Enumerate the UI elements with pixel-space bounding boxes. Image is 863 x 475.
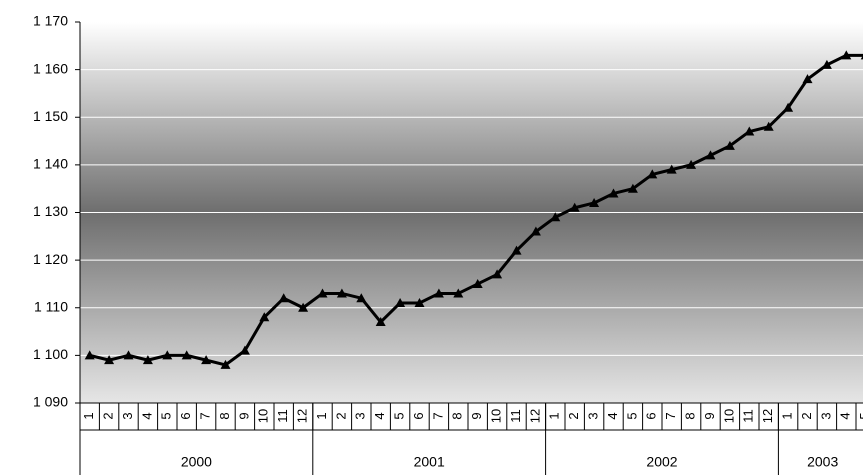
x-tick-label: 8 [217, 412, 232, 419]
x-tick-label: 3 [818, 412, 833, 419]
x-tick-label: 11 [741, 409, 756, 423]
y-tick-label: 1 130 [33, 203, 68, 219]
x-tick-label: 1 [81, 412, 96, 419]
x-tick-label: 5 [159, 412, 174, 419]
marker [395, 297, 406, 307]
x-tick-label: 8 [450, 412, 465, 419]
y-tick-label: 1 100 [33, 346, 68, 362]
x-tick-label: 10 [489, 409, 504, 423]
x-tick-label: 1 [547, 412, 562, 419]
marker [589, 197, 600, 207]
y-tick-label: 1 090 [33, 394, 68, 410]
x-tick-label: 2 [333, 412, 348, 419]
x-tick-label: 9 [702, 412, 717, 419]
y-tick-label: 1 160 [33, 60, 68, 76]
marker [162, 350, 173, 360]
marker [608, 188, 619, 198]
x-group-label: 2000 [181, 454, 212, 470]
x-tick-label: 10 [721, 409, 736, 423]
marker [724, 140, 735, 150]
x-tick-label: 8 [683, 412, 698, 419]
y-tick-label: 1 110 [34, 298, 68, 314]
marker [259, 312, 270, 322]
x-tick-label: 3 [353, 412, 368, 419]
x-tick-label: 11 [275, 409, 290, 423]
x-tick-label: 12 [760, 409, 775, 423]
x-group-label: 2003 [807, 454, 838, 470]
x-tick-label: 6 [178, 412, 193, 419]
x-tick-label: 2 [101, 412, 116, 419]
x-tick-label: 9 [469, 412, 484, 419]
x-group-label: 2002 [646, 454, 677, 470]
x-tick-label: 4 [139, 412, 154, 419]
marker [705, 150, 716, 160]
marker [453, 288, 464, 298]
x-tick-label: 10 [256, 409, 271, 423]
marker [220, 359, 231, 369]
x-tick-label: 3 [120, 412, 135, 419]
x-tick-label: 4 [372, 412, 387, 419]
x-tick-label: 11 [508, 409, 523, 423]
marker [84, 350, 95, 360]
marker [686, 159, 697, 169]
x-tick-label: 12 [527, 409, 542, 423]
marker [744, 126, 755, 136]
x-tick-label: 12 [295, 409, 310, 423]
x-tick-label: 5 [392, 412, 407, 419]
x-tick-label: 7 [198, 412, 213, 419]
marker [550, 212, 561, 222]
marker [569, 202, 580, 212]
marker [821, 59, 832, 69]
marker [783, 102, 794, 112]
x-tick-label: 2 [566, 412, 581, 419]
marker [530, 226, 541, 236]
marker [317, 288, 328, 298]
x-group-label: 2001 [414, 454, 445, 470]
x-tick-label: 6 [411, 412, 426, 419]
marker [414, 297, 425, 307]
marker [433, 288, 444, 298]
marker [492, 269, 503, 279]
marker [472, 278, 483, 288]
x-tick-label: 7 [663, 412, 678, 419]
y-tick-label: 1 140 [33, 156, 68, 172]
x-tick-label: 2 [799, 412, 814, 419]
marker [123, 350, 134, 360]
marker [201, 355, 212, 365]
marker [860, 55, 863, 60]
marker [627, 183, 638, 193]
x-tick-label: 1 [780, 412, 795, 419]
x-tick-label: 3 [586, 412, 601, 419]
marker [278, 293, 289, 303]
marker [239, 345, 250, 355]
marker [666, 164, 677, 174]
x-tick-label: 4 [605, 412, 620, 419]
marker [336, 288, 347, 298]
x-tick-label: 5 [857, 412, 863, 419]
marker [511, 245, 522, 255]
marker [142, 355, 153, 365]
marker [375, 317, 386, 327]
marker [763, 121, 774, 131]
x-tick-label: 6 [644, 412, 659, 419]
marker [841, 50, 852, 60]
x-tick-label: 7 [430, 412, 445, 419]
marker [802, 74, 813, 84]
marker [104, 355, 115, 365]
marker [181, 350, 192, 360]
marker [647, 169, 658, 179]
x-tick-label: 4 [838, 412, 853, 419]
y-tick-label: 1 170 [33, 13, 68, 29]
x-tick-label: 9 [236, 412, 251, 419]
x-tick-label: 5 [624, 412, 639, 419]
marker [356, 293, 367, 303]
y-tick-label: 1 150 [33, 108, 68, 124]
x-tick-label: 1 [314, 412, 329, 419]
y-tick-label: 1 120 [33, 251, 68, 267]
marker [298, 302, 309, 312]
